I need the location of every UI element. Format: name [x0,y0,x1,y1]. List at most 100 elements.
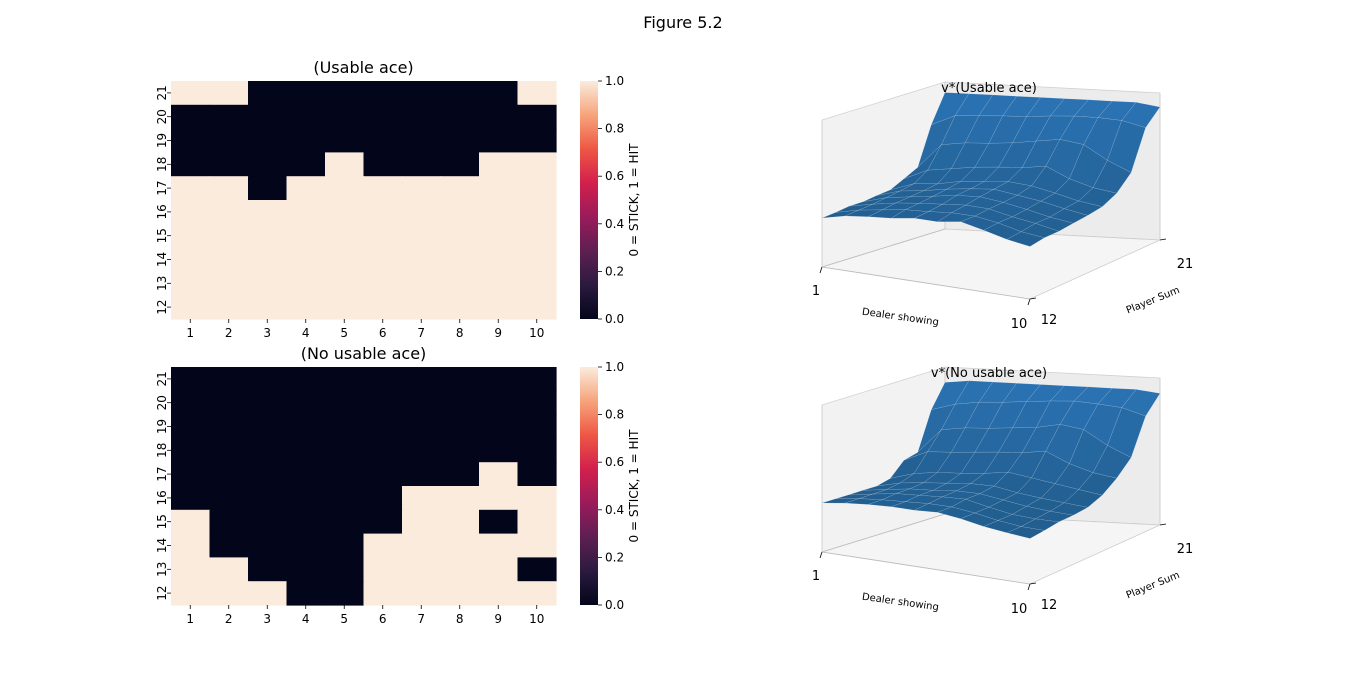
heatmap-cell [248,438,288,463]
heatmap-cell [440,152,480,177]
heatmap-cell [325,223,365,249]
surface-patch [1006,526,1046,539]
heatmap-cell [286,533,326,558]
colorbar [580,81,598,319]
heatmap-cell [209,557,249,582]
x-tick-label: 10 [1011,317,1028,332]
heatmap-cell [479,247,519,272]
heatmap-cell [209,438,249,463]
heatmap-cell [363,247,403,272]
heatmap-cell [286,295,326,320]
heatmap-cell [517,509,557,535]
heatmap-cell [171,223,211,249]
heatmap-cell [363,509,403,535]
heatmap-cell [440,128,480,153]
heatmap-cell [171,509,211,535]
colorbar-tick-label: 1.0 [605,74,624,88]
heatmap-cell [171,271,211,296]
heatmap-cell [325,104,365,130]
heatmap-cell [479,128,519,153]
heatmap-cell [440,104,480,130]
heatmap-cell [479,533,519,558]
heatmap-cell [209,247,249,272]
heatmap-cell [517,295,557,320]
heatmap-cell [171,438,211,463]
heatmap-cell [479,295,519,320]
heatmap-cell [402,223,442,249]
heatmap-cell [209,462,249,487]
heatmap-cell [209,271,249,296]
heatmap-cell [363,390,403,416]
surface-title: v*(No usable ace) [931,366,1047,381]
heatmap-cell [402,581,442,606]
heatmap-cell [325,81,365,106]
heatmap-cell [363,152,403,177]
heatmap-cell [286,581,326,606]
heatmap-cell [440,271,480,296]
heatmap-cell [209,414,249,439]
heatmap-cell [171,295,211,320]
colorbar-tick-label: 0.2 [605,264,624,278]
heatmap-cell [209,533,249,558]
heatmap-cell [171,247,211,272]
heatmap-cell [248,223,288,249]
heatmap-cell [209,509,249,535]
heatmap-cell [479,557,519,582]
heatmap-cell [171,533,211,558]
heatmap-cell [325,438,365,463]
heatmap-cell [325,271,365,296]
heatmap-cell [402,390,442,416]
y-tick-label: 15 [155,514,169,529]
heatmap-cell [363,533,403,558]
y-tick-label: 19 [155,419,169,434]
heatmap-cell [286,247,326,272]
heatmap-cell [479,390,519,416]
x-tick-label: 9 [494,612,502,626]
heatmap-cell [171,367,211,392]
heatmap-cell [363,81,403,106]
heatmap-cell [479,152,519,177]
heatmap-cell [402,438,442,463]
heatmap-cell [440,581,480,606]
heatmap-cell [363,581,403,606]
heatmap-cell [171,200,211,225]
heatmap-cell [363,438,403,463]
heatmap-cell [440,509,480,535]
heatmap-cell [479,271,519,296]
heatmap-cell [286,223,326,249]
heatmap-cell [248,557,288,582]
heatmap-cell [325,200,365,225]
x-tick-label: 7 [417,612,425,626]
y-tick-label: 20 [155,395,169,410]
y-tick-label: 12 [155,299,169,314]
heatmap-cell [209,128,249,153]
x-tick-label: 1 [812,284,820,299]
heatmap-cell [171,557,211,582]
heatmap-cell [363,128,403,153]
heatmap-cell [402,486,442,511]
heatmap-cell [248,533,288,558]
heatmap-cell [517,367,557,392]
surface-title: v*(Usable ace) [941,81,1037,96]
heatmap-cell [517,104,557,130]
heatmap-cell [171,81,211,106]
heatmap-cell [171,104,211,130]
heatmap-cell [325,486,365,511]
heatmap-cell [248,247,288,272]
heatmap-cell [363,176,403,201]
x-tick-label: 1 [812,569,820,584]
heatmap-cell [440,223,480,249]
heatmap-cell [286,390,326,416]
heatmap-cell [209,104,249,130]
y-tick-label: 12 [1041,313,1058,328]
heatmap-cell [171,128,211,153]
heatmap-cell [440,462,480,487]
heatmap-no-usable-ace: (No usable ace)1 2 3 4 5 6 7 8 9 1021201918171615… [155,344,641,626]
y-tick-label: 12 [1041,598,1058,613]
y-tick-label: 21 [1177,257,1194,272]
heatmap-cell [363,557,403,582]
heatmap-cell [286,176,326,201]
heatmap-cell [402,247,442,272]
colorbar-tick-label: 0.6 [605,169,624,183]
heatmap-cell [479,509,519,535]
